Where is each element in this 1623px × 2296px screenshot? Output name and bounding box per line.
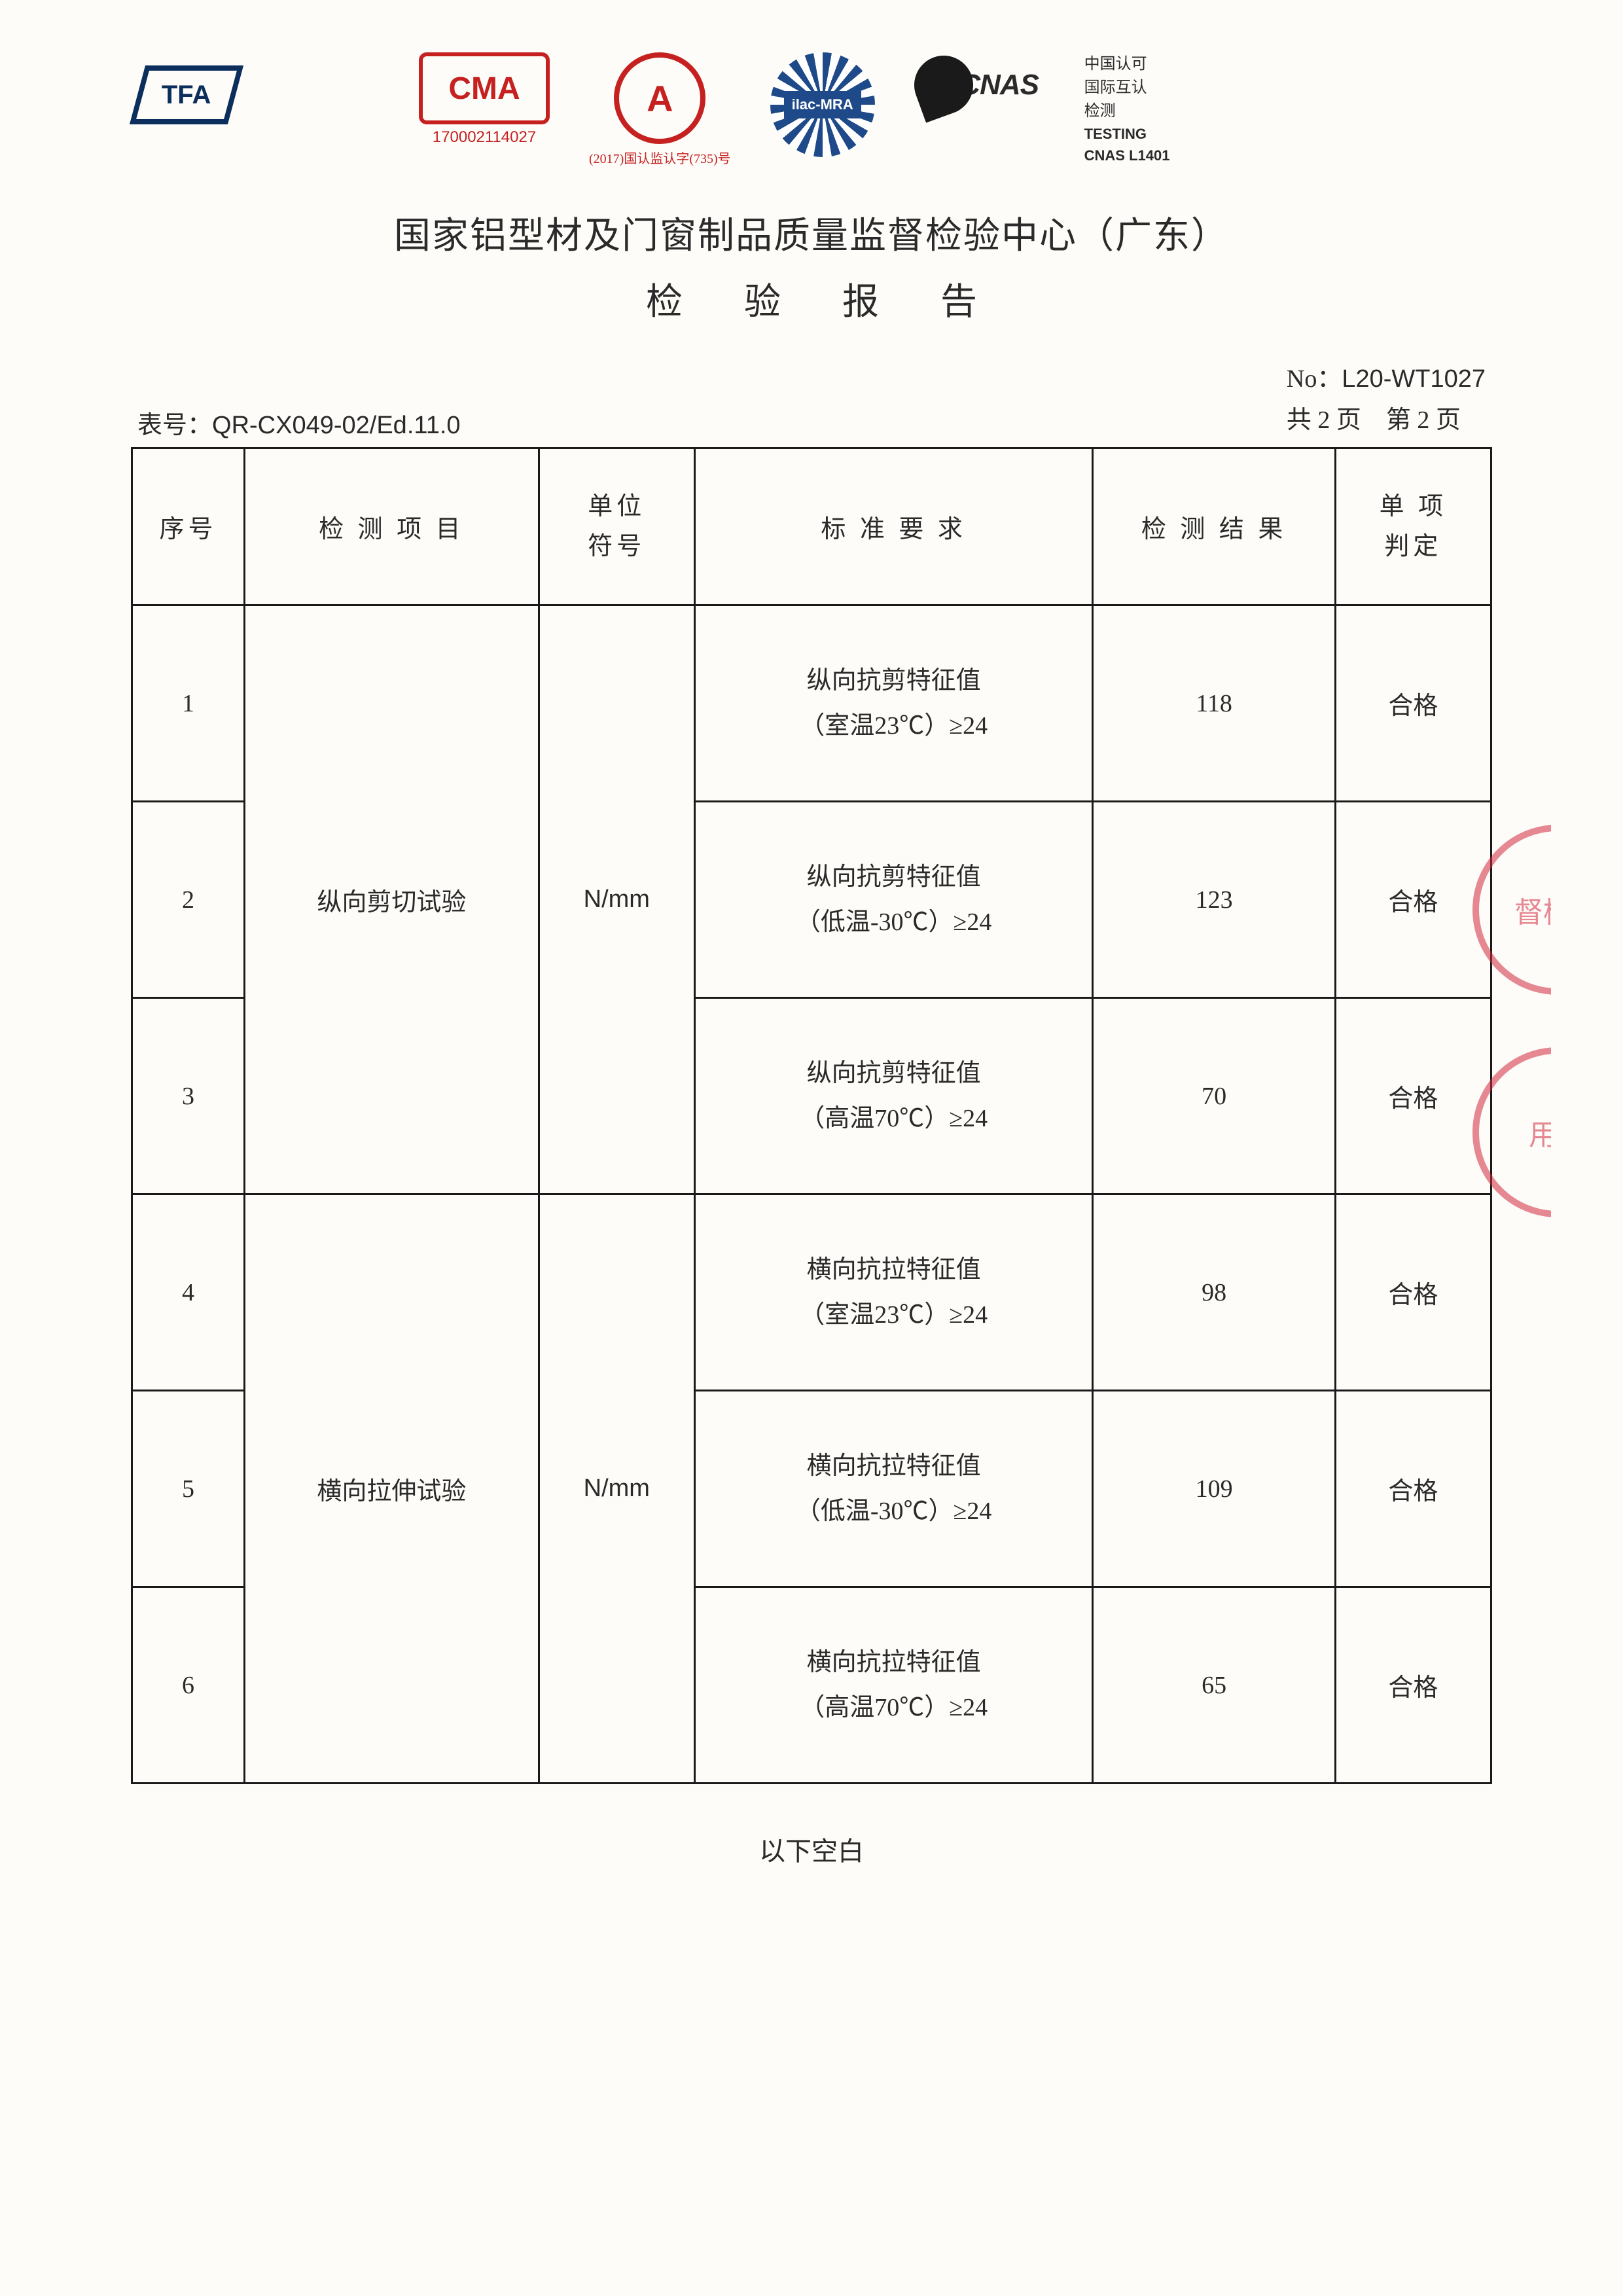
cert-line3: 检测 [1084,99,1170,123]
cert-text-block: 中国认可 国际互认 检测 TESTING CNAS L1401 [1084,52,1170,166]
ilac-logo: ilac-MRA [770,52,875,157]
cell-result: 98 [1093,1194,1335,1391]
cma-text: CMA [448,71,520,107]
cert-line2: 国际互认 [1084,76,1170,99]
cell-judge: 合格 [1335,1194,1491,1391]
cell-item: 横向拉伸试验 [244,1194,539,1784]
org-title: 国家铝型材及门窗制品质量监督检验中心（广东） [131,206,1492,259]
cert-line4: TESTING [1084,123,1170,145]
cell-seq: 6 [132,1587,245,1784]
cell-judge: 合格 [1335,1391,1491,1587]
cell-req: 横向抗拉特征值（室温23℃）≥24 [694,1194,1093,1391]
header-seq: 序号 [132,448,245,605]
cell-result: 65 [1093,1587,1335,1784]
header-result: 检 测 结 果 [1093,448,1335,605]
cell-judge: 合格 [1335,1587,1491,1784]
cell-result: 70 [1093,998,1335,1194]
cell-judge: 合格 [1335,802,1491,998]
tfa-logo: TFA [130,65,243,124]
meta-row: 表号：QR-CX049-02/Ed.11.0 No：L20-WT1027 共 2… [131,358,1492,440]
cell-judge: 合格 [1335,605,1491,802]
cma-logo-block: CMA 170002114027 [419,52,550,147]
cnas-swoosh-icon [906,47,981,122]
cell-req: 纵向抗剪特征值（室温23℃）≥24 [694,605,1093,802]
header-judge: 单 项判定 [1335,448,1491,605]
cell-unit: N/mm [539,605,694,1194]
cnas-logo-block: CNAS [914,52,1045,118]
cell-result: 118 [1093,605,1335,802]
cal-logo: A [614,52,705,144]
page-info: 共 2 页 第 2 页 [1287,399,1486,435]
report-title: 检 验 报 告 [131,272,1492,325]
cell-unit: N/mm [539,1194,694,1784]
cell-result: 123 [1093,802,1335,998]
cell-seq: 2 [132,802,245,998]
report-table: 序号 检 测 项 目 单位符号 标 准 要 求 检 测 结 果 单 项判定 1纵… [131,447,1492,1784]
form-no-label: 表号： [137,412,212,439]
cell-req: 纵向抗剪特征值（高温70℃）≥24 [694,998,1093,1194]
meta-right: No：L20-WT1027 共 2 页 第 2 页 [1287,358,1486,440]
cell-req: 横向抗拉特征值（低温-30℃）≥24 [694,1391,1093,1587]
cell-req: 横向抗拉特征值（高温70℃）≥24 [694,1587,1093,1784]
ilac-text: ilac-MRA [784,91,861,118]
cell-seq: 4 [132,1194,245,1391]
cma-logo: CMA [419,52,550,124]
cal-logo-block: A (2017)国认监认字(735)号 [589,52,731,167]
cert-line1: 中国认可 [1084,52,1170,76]
tfa-text: TFA [162,81,211,110]
form-no-value: QR-CX049-02/Ed.11.0 [212,412,461,439]
cell-req: 纵向抗剪特征值（低温-30℃）≥24 [694,802,1093,998]
header-req: 标 准 要 求 [694,448,1093,605]
cell-seq: 5 [132,1391,245,1587]
header-row: 序号 检 测 项 目 单位符号 标 准 要 求 检 测 结 果 单 项判定 [132,448,1491,605]
footer-blank: 以下空白 [131,1830,1492,1868]
cert-line5: CNAS L1401 [1084,145,1170,166]
cal-text: A [647,77,673,120]
header-unit: 单位符号 [539,448,694,605]
cma-code: 170002114027 [433,128,536,147]
cell-result: 109 [1093,1391,1335,1587]
table-row: 4横向拉伸试验N/mm横向抗拉特征值（室温23℃）≥2498合格 [132,1194,1491,1391]
table-row: 1纵向剪切试验N/mm纵向抗剪特征值（室温23℃）≥24118合格 [132,605,1491,802]
report-no-label: No： [1287,365,1342,393]
header-item: 检 测 项 目 [244,448,539,605]
cell-seq: 1 [132,605,245,802]
cell-judge: 合格 [1335,998,1491,1194]
cell-item: 纵向剪切试验 [244,605,539,1194]
logo-row: TFA CMA 170002114027 A (2017)国认监认字(735)号… [131,52,1492,167]
cnas-logo: CNAS [914,52,1045,118]
cell-seq: 3 [132,998,245,1194]
report-no-value: L20-WT1027 [1342,365,1486,393]
form-no: 表号：QR-CX049-02/Ed.11.0 [137,404,461,440]
cal-sub: (2017)国认监认字(735)号 [589,148,731,167]
